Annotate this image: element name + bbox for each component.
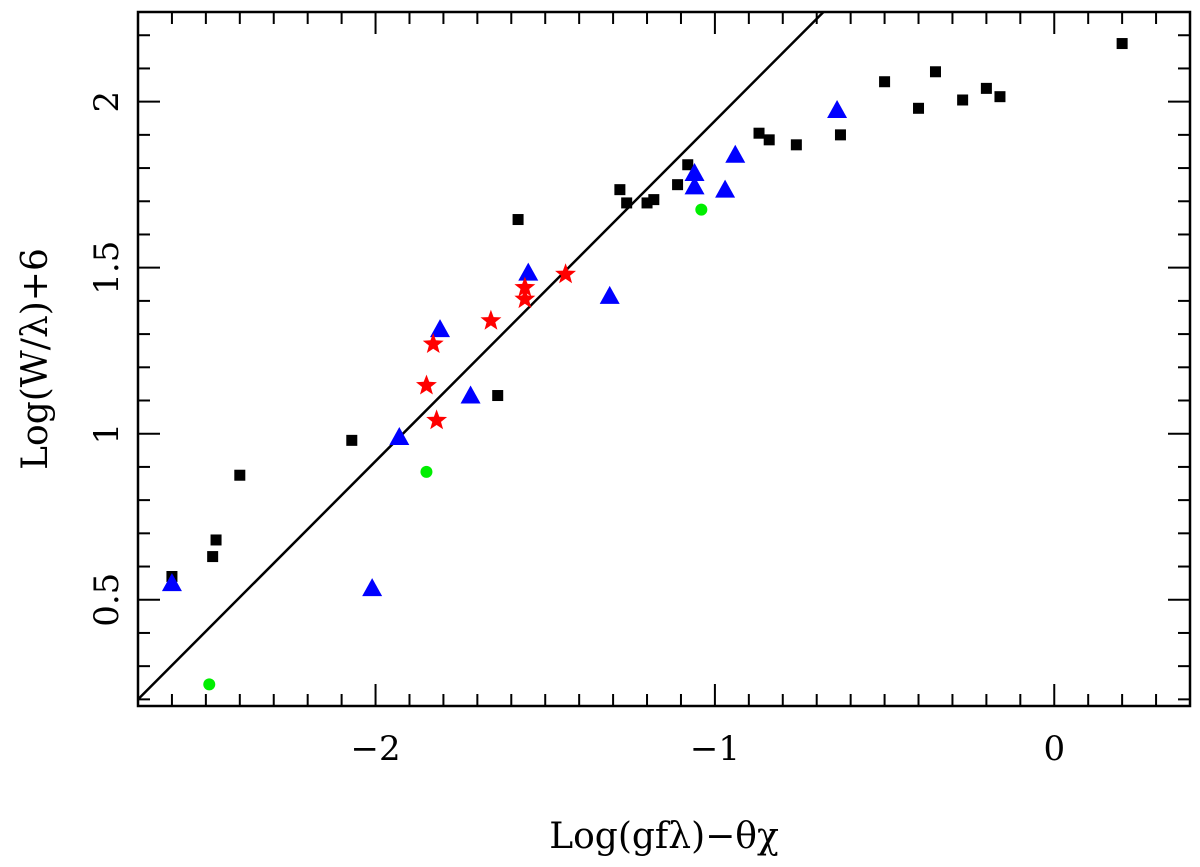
data-point-star <box>480 309 502 330</box>
axis-ticks <box>137 12 1191 706</box>
data-point-square <box>207 551 219 563</box>
data-point-square <box>512 214 524 226</box>
tick-labels: −2 −1 0 0.5 1 1.5 2 <box>87 91 1065 769</box>
data-point-square <box>672 179 684 191</box>
data-point-square <box>929 66 941 78</box>
data-point-square <box>834 129 846 141</box>
data-point-square <box>621 197 633 209</box>
data-point-square <box>957 94 969 106</box>
data-point-triangle <box>827 99 848 118</box>
data-point-square <box>790 139 802 151</box>
y-tick-label: 2 <box>87 91 127 113</box>
y-tick-label: 1 <box>87 423 127 445</box>
data-point-triangle <box>362 578 383 597</box>
x-tick-label: −2 <box>350 729 400 769</box>
data-point-square <box>346 434 358 446</box>
fit-line <box>137 11 825 701</box>
data-point-triangle <box>599 285 620 304</box>
data-point-triangle <box>460 385 481 404</box>
plot-frame <box>136 10 1192 708</box>
data-point-square <box>753 127 765 139</box>
data-point-triangle <box>684 163 705 182</box>
data-point-square <box>210 534 222 546</box>
data-point-triangle <box>725 144 746 163</box>
data-point-star <box>555 263 576 284</box>
data-point-square <box>641 197 653 209</box>
x-axis-title: Log(gfλ)−θχ <box>549 816 779 857</box>
data-point-square <box>994 91 1006 103</box>
data-point-star <box>514 276 536 297</box>
y-axis-title: Log(W/λ)+6 <box>15 248 56 470</box>
x-tick-label: −1 <box>690 729 740 769</box>
data-point-triangle <box>389 427 410 446</box>
data-point-triangle <box>161 573 182 592</box>
data-point-square <box>614 184 626 196</box>
y-tick-label: 0.5 <box>87 573 127 627</box>
data-point-star <box>416 374 437 395</box>
data-point-square <box>879 76 891 88</box>
data-point-circle <box>695 203 708 216</box>
data-point-square <box>1116 38 1128 50</box>
data-point-square <box>682 159 694 171</box>
data-point-triangle <box>715 179 736 198</box>
data-point-triangle <box>518 262 539 281</box>
data-point-circle <box>203 678 216 691</box>
y-tick-label: 1.5 <box>87 241 127 295</box>
data-point-triangle <box>684 176 705 195</box>
data-points <box>161 38 1128 691</box>
data-point-star <box>426 409 448 430</box>
data-point-star <box>422 333 444 353</box>
data-point-square <box>980 82 992 94</box>
fit-line-group <box>137 11 825 701</box>
data-point-square <box>234 469 246 481</box>
data-point-square <box>648 194 660 206</box>
data-point-square <box>763 134 775 146</box>
data-point-circle <box>420 465 433 478</box>
data-point-triangle <box>430 319 451 338</box>
x-tick-label: 0 <box>1043 729 1065 769</box>
data-point-square <box>492 390 504 402</box>
data-point-star <box>514 288 536 309</box>
data-point-square <box>913 102 925 114</box>
